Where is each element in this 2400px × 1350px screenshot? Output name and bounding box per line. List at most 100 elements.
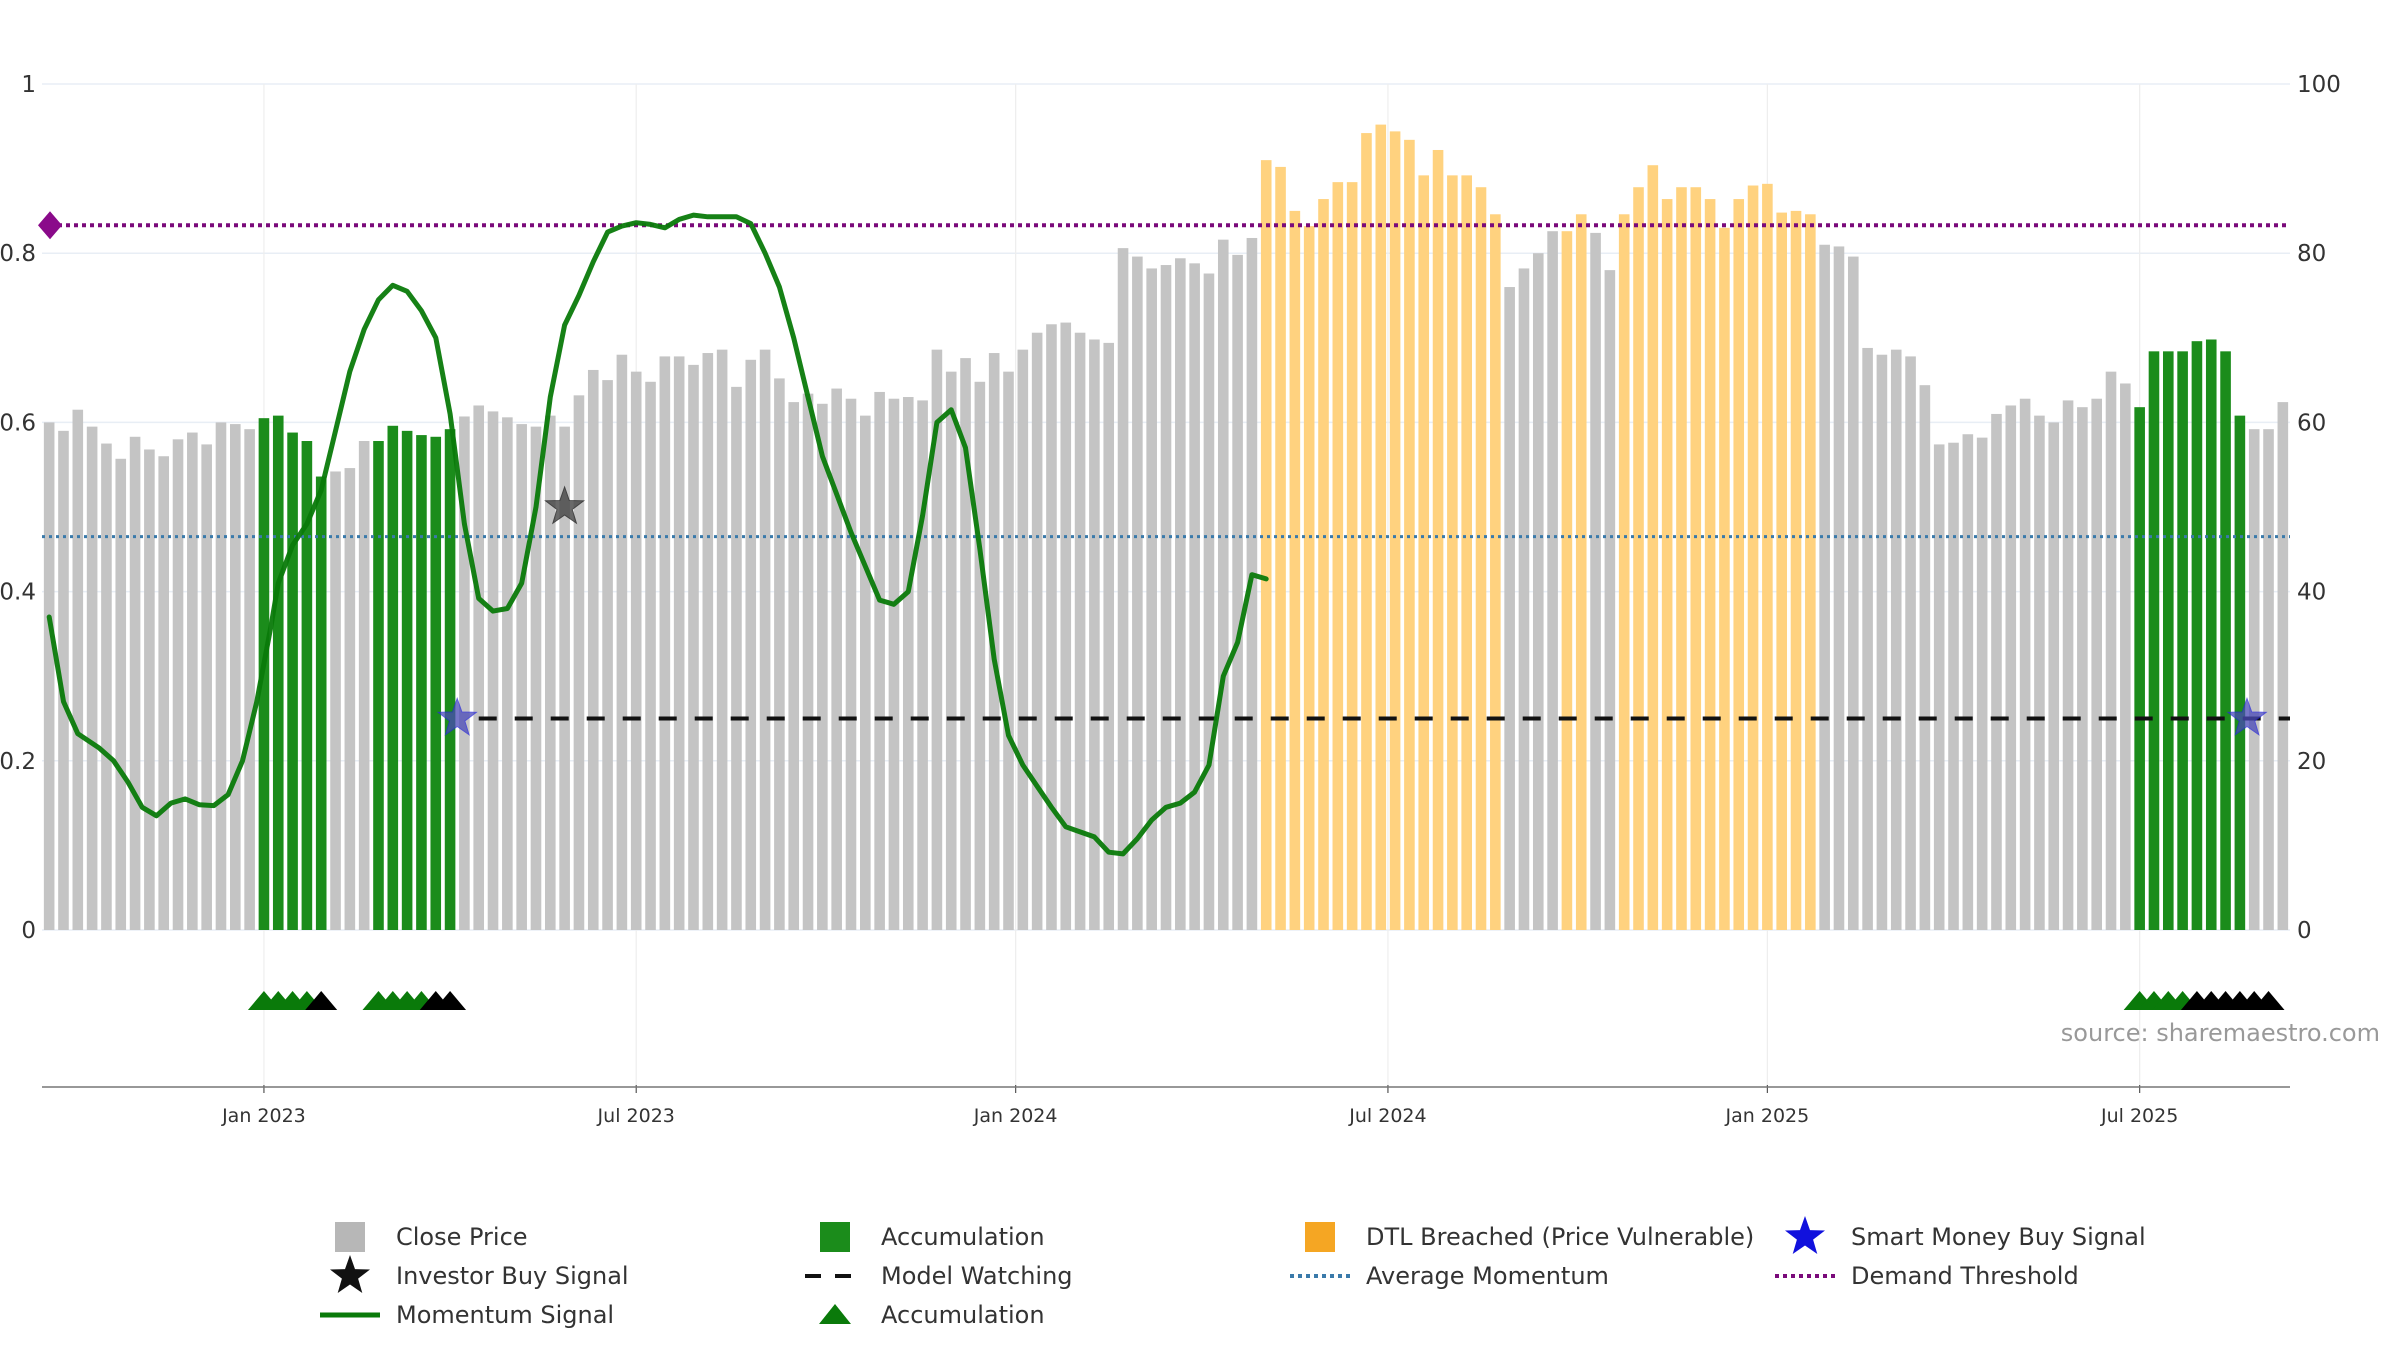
- price-bar: [1318, 199, 1329, 930]
- price-bar: [287, 432, 298, 930]
- price-bar: [1575, 214, 1587, 930]
- legend-swatch-square: [1305, 1222, 1335, 1252]
- legend-label: DTL Breached (Price Vulnerable): [1366, 1223, 1754, 1251]
- legend-item: DTL Breached (Price Vulnerable): [1305, 1222, 1754, 1252]
- price-bar: [1948, 442, 1959, 930]
- price-bar: [1418, 175, 1430, 931]
- price-bar: [1031, 332, 1043, 930]
- price-bar: [86, 426, 98, 930]
- price-bar: [1389, 131, 1401, 931]
- price-bar: [2120, 383, 2131, 930]
- price-bar: [215, 422, 227, 930]
- price-bar: [301, 441, 313, 930]
- price-bar: [931, 349, 943, 930]
- price-bar: [444, 429, 456, 930]
- price-bar: [1089, 339, 1100, 930]
- legend-label: Average Momentum: [1366, 1262, 1609, 1290]
- price-bar: [960, 358, 971, 930]
- x-tick-label: Jul 2023: [597, 1105, 675, 1127]
- legend-label: Demand Threshold: [1851, 1262, 2079, 1290]
- price-bar: [945, 371, 957, 930]
- price-bar: [2177, 351, 2188, 930]
- price-bar: [1633, 187, 1644, 930]
- price-bar: [1919, 385, 1931, 930]
- price-bar: [1976, 437, 1988, 930]
- price-bar: [1074, 332, 1086, 930]
- price-bar: [72, 409, 84, 931]
- price-bar: [974, 381, 986, 930]
- price-bar: [1719, 227, 1730, 930]
- price-bar: [2019, 398, 2031, 930]
- price-bar: [1404, 139, 1415, 930]
- price-bar: [1905, 356, 1916, 930]
- price-bar: [874, 391, 885, 931]
- price-bar: [58, 430, 69, 930]
- legend-item: Accumulation: [819, 1301, 1045, 1329]
- y-tick-right: 100: [2297, 72, 2341, 98]
- price-bar: [545, 415, 556, 931]
- price-bar: [645, 381, 656, 930]
- price-bar: [2062, 400, 2074, 930]
- price-bar: [1604, 270, 1616, 930]
- demand-threshold-diamond: [38, 211, 62, 240]
- x-tick-label: Jan 2023: [221, 1105, 306, 1127]
- price-bar: [2105, 371, 2117, 930]
- signal-markers: [247, 485, 2285, 1010]
- price-bar: [917, 400, 928, 930]
- price-bar: [1160, 265, 1172, 930]
- price-bar: [1060, 322, 1072, 930]
- price-bar: [2234, 415, 2246, 931]
- price-bar: [2077, 407, 2088, 930]
- price-bar: [1332, 182, 1344, 931]
- price-bar: [430, 436, 442, 930]
- price-bar: [344, 468, 356, 930]
- price-bar: [1217, 239, 1229, 930]
- price-bar: [1432, 149, 1444, 930]
- x-tick-label: Jan 2025: [1725, 1105, 1810, 1127]
- price-bar: [2162, 351, 2174, 930]
- indicator-lines: [38, 211, 2290, 857]
- legend-label: Investor Buy Signal: [396, 1262, 629, 1290]
- source-credit: source: sharemaestro.com: [2061, 1019, 2380, 1047]
- price-bar: [2134, 407, 2145, 930]
- price-bar: [817, 403, 828, 931]
- y-tick-right: 0: [2297, 918, 2312, 944]
- price-bar: [659, 356, 671, 930]
- price-bar: [502, 417, 513, 931]
- price-bar: [1260, 160, 1272, 930]
- price-bar: [2148, 351, 2160, 930]
- price-bar: [2248, 429, 2260, 930]
- price-bar: [1805, 214, 1816, 930]
- price-bar: [1862, 347, 1873, 930]
- price-bar: [831, 388, 842, 930]
- price-bar: [129, 436, 141, 930]
- price-bar: [158, 456, 170, 930]
- price-bar: [358, 441, 370, 930]
- price-bar: [1203, 273, 1215, 930]
- price-bar: [559, 426, 570, 930]
- legend-label: Close Price: [396, 1223, 528, 1251]
- price-bar: [1661, 199, 1673, 930]
- price-bar: [902, 397, 914, 930]
- price-bar: [1132, 256, 1143, 931]
- price-bar: [1962, 434, 1974, 930]
- price-bar: [330, 471, 341, 930]
- legend-swatch-square: [820, 1222, 850, 1252]
- price-bar: [731, 386, 742, 930]
- price-bar: [1733, 199, 1745, 930]
- price-bar: [201, 444, 212, 930]
- accumulation-triangle-black: [305, 991, 338, 1010]
- y-tick-left: 0.8: [0, 241, 36, 267]
- price-bar: [2005, 405, 2017, 931]
- price-bar: [1776, 212, 1787, 931]
- price-bar: [473, 405, 485, 931]
- price-bar: [1189, 263, 1200, 930]
- price-bar: [860, 415, 871, 931]
- price-bar: [1346, 182, 1358, 931]
- legend-triangle-icon: [819, 1304, 851, 1324]
- price-bar: [1490, 214, 1501, 930]
- price-bar: [2205, 339, 2217, 930]
- price-bar: [1647, 165, 1659, 930]
- price-bar: [630, 371, 642, 930]
- price-bar: [1847, 256, 1859, 931]
